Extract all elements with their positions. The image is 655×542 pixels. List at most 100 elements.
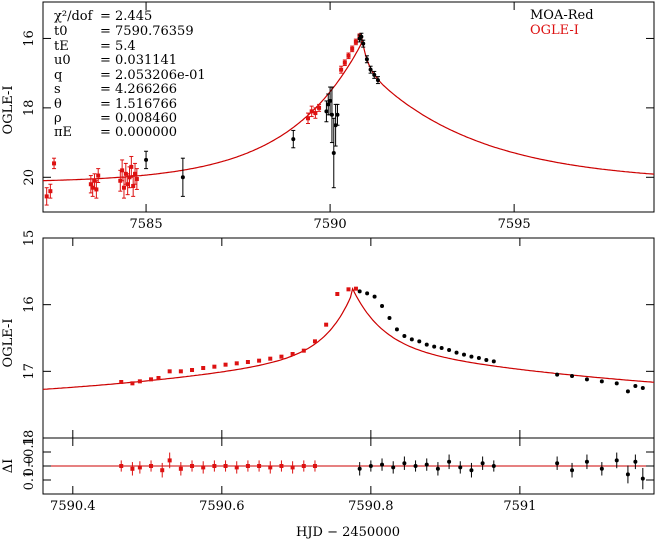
y-tick-label: 16	[22, 296, 37, 313]
data-point	[167, 369, 172, 374]
data-point	[372, 72, 377, 77]
data-point	[149, 377, 154, 382]
data-point	[329, 112, 334, 117]
legend-entry-ogle: OGLE-I	[530, 23, 579, 38]
residual-point	[279, 464, 284, 468]
data-point	[368, 67, 373, 72]
data-point	[156, 376, 161, 380]
param-value: = 5.4	[100, 39, 136, 54]
data-point	[633, 384, 638, 388]
residual-point	[599, 466, 604, 471]
residual-point	[290, 465, 295, 470]
data-point	[290, 352, 295, 356]
data-point	[223, 362, 228, 367]
residual-point	[402, 461, 407, 466]
x-tick-label: 7590.6	[199, 499, 245, 514]
data-point	[201, 366, 206, 370]
data-point	[353, 286, 358, 291]
y-tick-label: 18	[22, 100, 37, 117]
data-point	[599, 379, 604, 384]
data-point	[130, 381, 135, 386]
top-ylabel: OGLE-I	[1, 86, 16, 135]
param-name: ρ	[54, 111, 62, 126]
param-name: u0	[54, 53, 71, 68]
data-point	[335, 292, 340, 296]
model-curve	[42, 37, 655, 182]
param-name: q	[54, 68, 62, 83]
data-point	[306, 116, 311, 121]
param-value: = 1.516766	[100, 97, 177, 112]
x-tick-label: 7590	[314, 217, 347, 232]
data-point	[180, 175, 185, 180]
residual-point	[435, 466, 440, 471]
data-point	[317, 105, 322, 110]
data-point	[119, 380, 124, 384]
data-point	[326, 102, 331, 107]
residual-point	[301, 464, 306, 468]
data-point	[350, 46, 355, 51]
data-point	[335, 112, 340, 117]
top-panel-frame	[42, 1, 655, 213]
data-point	[190, 368, 195, 372]
data-point	[52, 161, 57, 166]
residual-point	[190, 464, 195, 468]
param-name: πE	[54, 125, 72, 140]
residual-point	[469, 468, 474, 473]
residual-point	[491, 464, 496, 468]
residual-ylabel: ΔI	[1, 459, 16, 474]
data-point	[484, 358, 489, 362]
y-tick-label: 0.1	[22, 470, 37, 491]
data-point	[461, 352, 466, 357]
data-point	[394, 327, 399, 332]
data-point	[96, 173, 101, 178]
residual-point	[570, 468, 575, 473]
data-point	[291, 137, 296, 142]
y-tick-label: 17	[22, 363, 37, 380]
data-point	[555, 372, 560, 377]
data-point	[245, 360, 250, 364]
residual-point	[480, 461, 485, 466]
data-point	[331, 150, 336, 155]
residual-point	[584, 459, 589, 464]
model-curve	[42, 286, 655, 390]
data-point	[339, 67, 344, 72]
y-tick-label: 0.0	[22, 456, 37, 477]
data-point	[454, 350, 459, 355]
data-point	[346, 287, 351, 292]
legend-entry-moa: MOA-Red	[530, 8, 594, 23]
residual-point	[160, 468, 165, 473]
data-point	[44, 194, 49, 199]
data-point	[357, 289, 362, 294]
param-name: χ²/dof	[54, 9, 94, 24]
data-point	[137, 379, 142, 384]
residual-point	[391, 465, 396, 470]
y-tick-label: −0.1	[22, 436, 37, 468]
residual-point	[357, 466, 362, 471]
data-point	[328, 98, 333, 103]
x-tick-label: 7590.8	[348, 499, 394, 514]
residual-point	[223, 464, 228, 468]
data-point	[279, 354, 284, 359]
data-point	[309, 109, 314, 114]
x-tick-label: 7595	[498, 217, 531, 232]
param-value: = 0.000000	[100, 125, 177, 140]
residual-point	[167, 458, 172, 463]
residual-point	[368, 464, 373, 468]
data-point	[402, 334, 407, 338]
data-point	[212, 364, 217, 369]
data-point	[625, 389, 630, 394]
residual-point	[633, 459, 638, 464]
data-point	[570, 374, 575, 378]
residual-point	[380, 462, 385, 467]
legend: MOA-Red OGLE-I	[530, 8, 594, 38]
data-point	[346, 53, 351, 58]
param-value: = 0.031141	[100, 53, 177, 68]
y-tick-label: 16	[22, 30, 37, 47]
data-point	[312, 339, 317, 344]
data-point	[121, 185, 126, 190]
residual-point	[268, 465, 273, 470]
data-point	[48, 189, 53, 194]
residual-point	[201, 465, 206, 470]
data-point	[375, 78, 380, 83]
